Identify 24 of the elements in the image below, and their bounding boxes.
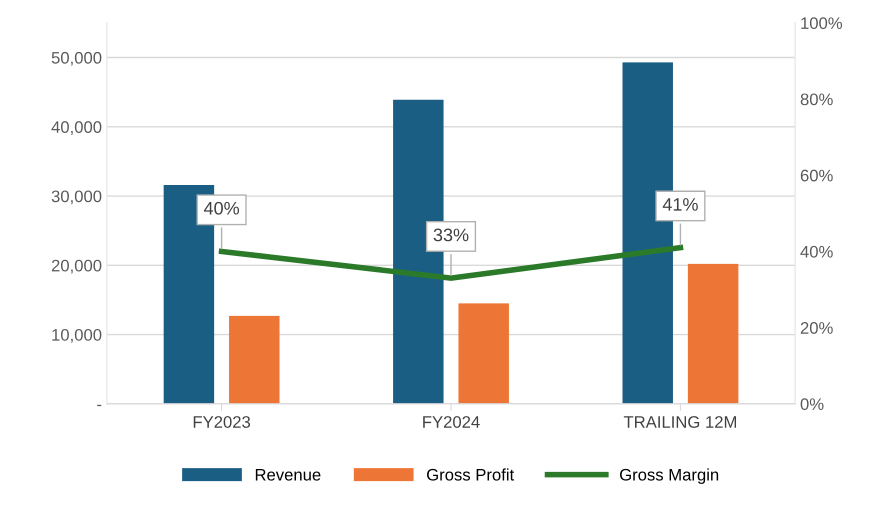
y-tick-label: 30,000	[52, 190, 102, 204]
bar	[688, 264, 738, 404]
legend-label: Gross Profit	[427, 468, 514, 481]
y-tick-label: 20,000	[52, 260, 102, 274]
x-tick-label: FY2024	[423, 416, 480, 428]
data-label: 33%	[434, 228, 468, 242]
y-tick-label: 10,000	[52, 328, 102, 343]
data-label: 40%	[204, 202, 240, 215]
legend-label: Gross Margin	[620, 468, 718, 484]
bar	[229, 316, 280, 404]
y-tick-label: 40,000	[51, 121, 102, 135]
legend-label: Revenue	[256, 469, 320, 481]
y2-tick-label: 60%	[800, 170, 833, 182]
y-tick-label: -	[97, 404, 102, 406]
x-tick-label: TRAILING 12M	[624, 416, 736, 428]
y2-tick-label: 80%	[800, 93, 833, 106]
y2-tick-label: 20%	[800, 322, 833, 334]
bar	[458, 303, 509, 404]
y2-tick-label: 40%	[800, 246, 833, 258]
y2-tick-label: 0%	[800, 398, 824, 410]
y2-tick-label: 100%	[801, 17, 842, 30]
y-tick-label: 50,000	[52, 52, 102, 66]
data-label: 41%	[662, 198, 698, 211]
x-tick-label: FY2023	[194, 416, 250, 428]
